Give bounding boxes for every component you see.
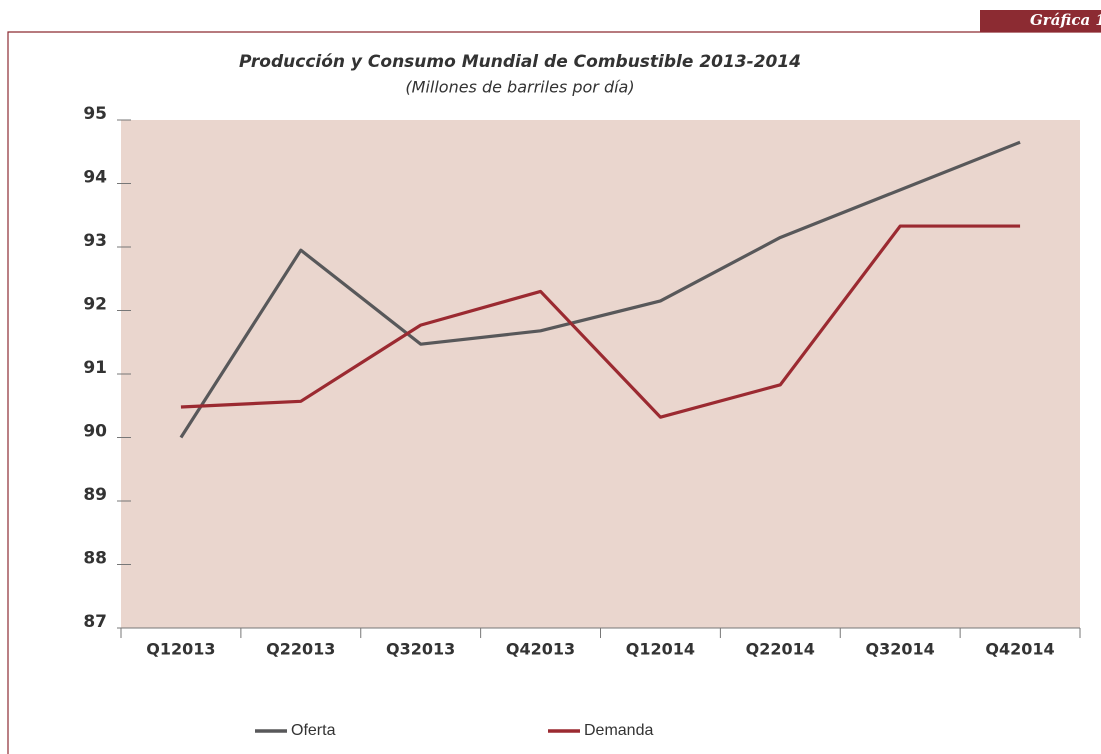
plot-area [121, 120, 1080, 628]
y-tick-label: 88 [83, 549, 107, 569]
y-tick-label: 91 [83, 358, 107, 378]
x-tick-label: Q32014 [866, 640, 935, 659]
y-tick-label: 89 [83, 485, 107, 505]
chart-subtitle: (Millones de barriles por día) [405, 78, 634, 97]
x-tick-label: Q32013 [386, 640, 455, 659]
chart-title: Producción y Consumo Mundial de Combusti… [239, 52, 801, 72]
x-tick-label: Q42013 [506, 640, 575, 659]
series-line [179, 140, 1021, 439]
x-tick-label: Q12014 [626, 640, 695, 659]
legend-label: Demanda [584, 722, 653, 739]
y-tick-label: 95 [83, 104, 107, 124]
y-tick-label: 94 [83, 168, 107, 188]
y-tick-label: 87 [83, 612, 107, 632]
y-tick-label: 92 [83, 295, 107, 315]
legend-label: Oferta [291, 722, 336, 739]
tab-label: Gráfica 1 [1030, 11, 1101, 29]
x-tick-label: Q12013 [146, 640, 215, 659]
frame [7, 31, 1101, 754]
y-tick-label: 93 [83, 231, 107, 251]
tab [980, 10, 1101, 32]
x-tick-label: Q22014 [746, 640, 815, 659]
x-tick-label: Q22013 [266, 640, 335, 659]
x-tick-label: Q42014 [985, 640, 1054, 659]
y-tick-label: 90 [83, 422, 107, 442]
series-line [180, 224, 1021, 419]
